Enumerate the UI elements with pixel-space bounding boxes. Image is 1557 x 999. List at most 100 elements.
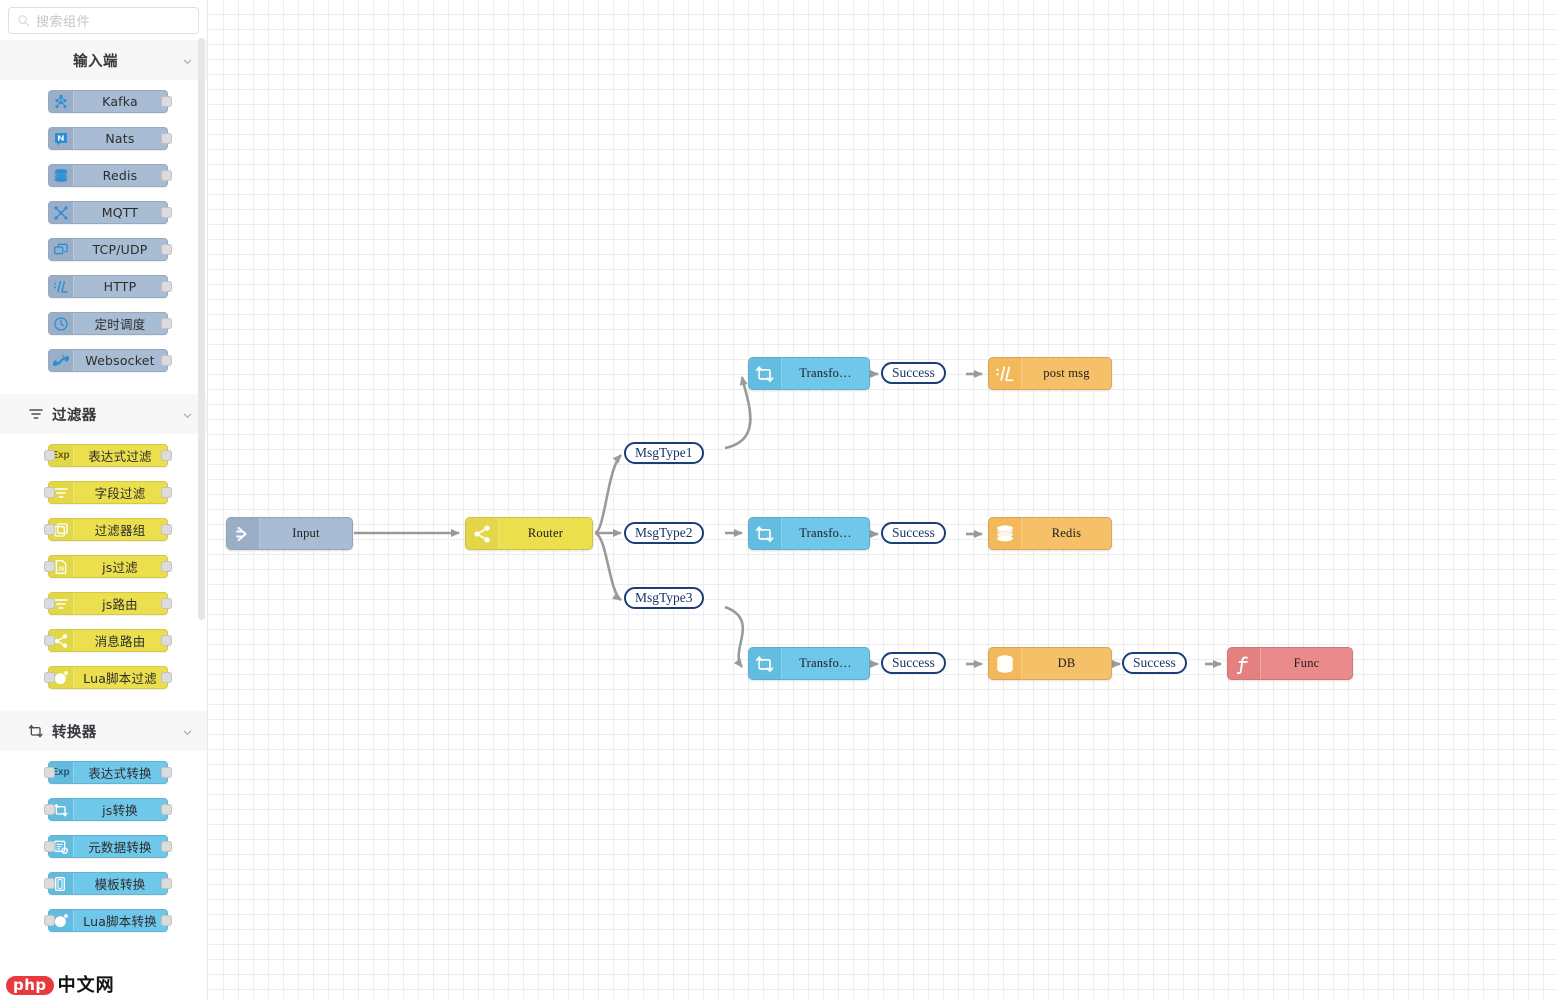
node-port-right[interactable]: [160, 878, 172, 889]
node-port-right[interactable]: [160, 133, 172, 144]
filter-icon: [48, 482, 74, 503]
node-port-left[interactable]: [43, 804, 55, 815]
node-port-right[interactable]: [160, 207, 172, 218]
filter-icon: [28, 406, 44, 422]
canvas-node-func[interactable]: Func: [1227, 647, 1353, 680]
node-port-left[interactable]: [43, 767, 55, 778]
chevron-down-icon[interactable]: [182, 54, 193, 65]
node-port-right[interactable]: [160, 281, 172, 292]
node-port-left[interactable]: [43, 672, 55, 683]
function-icon: [1228, 648, 1261, 679]
transform-icon: [749, 518, 782, 549]
node-port-right[interactable]: [160, 561, 172, 572]
palette-node-transformers-3[interactable]: 模板转换: [43, 872, 172, 895]
node-port-right[interactable]: [160, 355, 172, 366]
chevron-down-icon[interactable]: [182, 408, 193, 419]
palette-node-filters-3[interactable]: JS js过滤: [43, 555, 172, 578]
lua-icon: Lua: [48, 910, 74, 931]
node-port-left[interactable]: [43, 635, 55, 646]
section-header-inputs[interactable]: 输入端: [0, 40, 207, 80]
transform-icon: [28, 723, 44, 739]
node-port-right[interactable]: [160, 915, 172, 926]
edge-label-succ3[interactable]: Success: [881, 652, 946, 674]
palette-node-label: MQTT: [101, 205, 139, 220]
input-arrow-icon: [227, 518, 260, 549]
edge-label-msgtype3[interactable]: MsgType3: [624, 587, 704, 609]
node-port-left[interactable]: [43, 841, 55, 852]
node-port-left[interactable]: [43, 487, 55, 498]
palette-node-filters-1[interactable]: 字段过滤: [43, 481, 172, 504]
node-port-left[interactable]: [43, 524, 55, 535]
edge-label-msgtype2[interactable]: MsgType2: [624, 522, 704, 544]
section-header-filters[interactable]: 过滤器: [0, 394, 207, 434]
mqtt-icon: [48, 202, 74, 223]
palette-node-filters-4[interactable]: js路由: [43, 592, 172, 615]
node-port-left[interactable]: [43, 450, 55, 461]
canvas-node-post[interactable]: post msg: [988, 357, 1112, 390]
sidebar-scrollbar-thumb[interactable]: [198, 38, 205, 620]
node-port-right[interactable]: [160, 170, 172, 181]
canvas-node-router[interactable]: Router: [465, 517, 593, 550]
canvas-node-t3[interactable]: Transfo…: [748, 647, 870, 680]
palette-node-transformers-0[interactable]: Exp 表达式转换: [43, 761, 172, 784]
section-header-transformers[interactable]: 转换器: [0, 711, 207, 751]
canvas-node-label: Input: [292, 526, 320, 540]
palette-node-transformers-4[interactable]: Lua Lua脚本转换: [43, 909, 172, 932]
palette-node-inputs-2[interactable]: Redis: [47, 164, 172, 187]
canvas-node-t2[interactable]: Transfo…: [748, 517, 870, 550]
palette-node-inputs-5[interactable]: HTTP: [47, 275, 172, 298]
node-port-right[interactable]: [160, 244, 172, 255]
db-icon: [989, 648, 1022, 679]
palette-node-inputs-3[interactable]: MQTT: [47, 201, 172, 224]
node-port-left[interactable]: [43, 598, 55, 609]
exp-icon: Exp: [48, 445, 74, 466]
node-port-left[interactable]: [43, 561, 55, 572]
js-file-icon: JS: [48, 556, 74, 577]
palette-node-filters-6[interactable]: Lua Lua脚本过滤: [43, 666, 172, 689]
palette-node-label: 过滤器组: [94, 523, 146, 538]
edge-label-msgtype1[interactable]: MsgType1: [624, 442, 704, 464]
edge-msgtype3-transform3: [724, 605, 745, 668]
canvas-node-label: post msg: [1043, 366, 1090, 380]
edge-label-succ2[interactable]: Success: [881, 522, 946, 544]
palette-node-filters-5[interactable]: 消息路由: [43, 629, 172, 652]
palette-node-filters-0[interactable]: Exp 表达式过滤: [43, 444, 172, 467]
palette-node-label: Lua脚本转换: [83, 914, 157, 929]
node-port-left[interactable]: [43, 878, 55, 889]
flow-canvas[interactable]: Input Router Transfo… Transfo… Transfo… post …: [209, 0, 1557, 999]
palette-node-transformers-1[interactable]: js转换: [43, 798, 172, 821]
palette-node-label: Kafka: [102, 94, 138, 109]
node-port-right[interactable]: [160, 487, 172, 498]
edge-label-succ4[interactable]: Success: [1122, 652, 1187, 674]
canvas-node-t1[interactable]: Transfo…: [748, 357, 870, 390]
node-port-right[interactable]: [160, 672, 172, 683]
node-port-right[interactable]: [160, 767, 172, 778]
node-port-right[interactable]: [160, 524, 172, 535]
section-items-transformers: Exp 表达式转换 js转换元数据转换模板转换 Lua Lua脚本转换: [0, 751, 207, 948]
node-port-right[interactable]: [160, 96, 172, 107]
palette-node-inputs-7[interactable]: Websocket: [47, 349, 172, 372]
node-port-right[interactable]: [160, 598, 172, 609]
palette-node-transformers-2[interactable]: 元数据转换: [43, 835, 172, 858]
palette-node-inputs-0[interactable]: Kafka: [47, 90, 172, 113]
node-port-left[interactable]: [43, 915, 55, 926]
section-title-transformers: 转换器: [52, 724, 97, 741]
canvas-node-redis[interactable]: Redis: [988, 517, 1112, 550]
edge-label-succ1[interactable]: Success: [881, 362, 946, 384]
node-port-right[interactable]: [160, 635, 172, 646]
canvas-node-db[interactable]: DB: [988, 647, 1112, 680]
lua-icon: Lua: [48, 667, 74, 688]
search-input[interactable]: 搜索组件: [8, 7, 199, 34]
node-port-right[interactable]: [160, 841, 172, 852]
chevron-down-icon[interactable]: [182, 725, 193, 736]
canvas-node-input[interactable]: Input: [226, 517, 353, 550]
node-port-right[interactable]: [160, 318, 172, 329]
palette-node-inputs-1[interactable]: Nats: [47, 127, 172, 150]
palette-node-inputs-4[interactable]: TCP/UDP: [47, 238, 172, 261]
palette-node-inputs-6[interactable]: 定时调度: [47, 312, 172, 335]
exp-icon: Exp: [48, 762, 74, 783]
search-container: 搜索组件: [8, 7, 199, 34]
node-port-right[interactable]: [160, 450, 172, 461]
node-port-right[interactable]: [160, 804, 172, 815]
palette-node-filters-2[interactable]: 过滤器组: [43, 518, 172, 541]
